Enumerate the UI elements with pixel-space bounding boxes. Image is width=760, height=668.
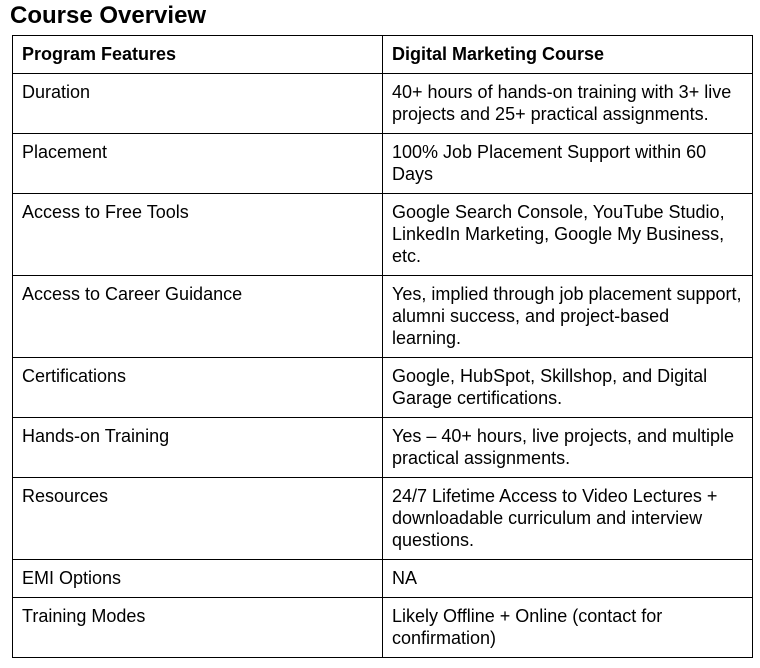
value-cell-duration: 40+ hours of hands-on training with 3+ l… xyxy=(382,73,753,134)
table-row: Certifications Google, HubSpot, Skillsho… xyxy=(12,357,753,418)
page-title: Course Overview xyxy=(10,2,207,29)
feature-cell-resources: Resources xyxy=(12,477,383,560)
table-row: Hands-on Training Yes – 40+ hours, live … xyxy=(12,417,753,478)
value-cell-emi-options: NA xyxy=(382,559,753,598)
table-row: Resources 24/7 Lifetime Access to Video … xyxy=(12,477,753,560)
feature-cell-hands-on-training: Hands-on Training xyxy=(12,417,383,478)
feature-cell-training-modes: Training Modes xyxy=(12,597,383,658)
value-cell-access-to-free-tools: Google Search Console, YouTube Studio, L… xyxy=(382,193,753,276)
feature-cell-certifications: Certifications xyxy=(12,357,383,418)
column-header-program-features: Program Features xyxy=(12,35,383,74)
table-row: Training Modes Likely Offline + Online (… xyxy=(12,597,753,658)
course-overview-table: Program Features Digital Marketing Cours… xyxy=(12,35,753,658)
table-row: Access to Free Tools Google Search Conso… xyxy=(12,193,753,276)
table-row: Access to Career Guidance Yes, implied t… xyxy=(12,275,753,358)
value-cell-placement: 100% Job Placement Support within 60 Day… xyxy=(382,133,753,194)
value-cell-certifications: Google, HubSpot, Skillshop, and Digital … xyxy=(382,357,753,418)
value-cell-hands-on-training: Yes – 40+ hours, live projects, and mult… xyxy=(382,417,753,478)
value-cell-resources: 24/7 Lifetime Access to Video Lectures +… xyxy=(382,477,753,560)
feature-cell-access-to-career-guidance: Access to Career Guidance xyxy=(12,275,383,358)
feature-cell-duration: Duration xyxy=(12,73,383,134)
header-row: Program Features Digital Marketing Cours… xyxy=(12,35,753,74)
value-cell-training-modes: Likely Offline + Online (contact for con… xyxy=(382,597,753,658)
feature-cell-emi-options: EMI Options xyxy=(12,559,383,598)
feature-cell-placement: Placement xyxy=(12,133,383,194)
value-cell-access-to-career-guidance: Yes, implied through job placement suppo… xyxy=(382,275,753,358)
table-row: EMI Options NA xyxy=(12,559,753,598)
table-row: Duration 40+ hours of hands-on training … xyxy=(12,73,753,134)
table-row: Placement 100% Job Placement Support wit… xyxy=(12,133,753,194)
feature-cell-access-to-free-tools: Access to Free Tools xyxy=(12,193,383,276)
column-header-digital-marketing-course: Digital Marketing Course xyxy=(382,35,753,74)
